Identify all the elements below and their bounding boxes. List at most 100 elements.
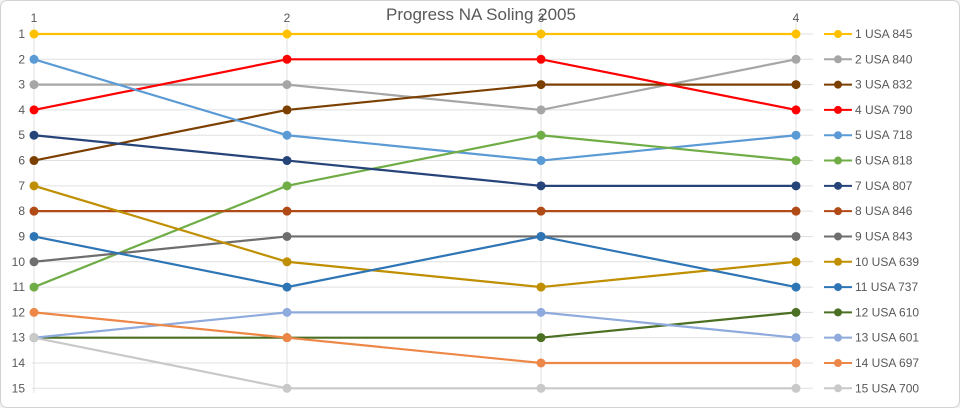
legend-swatch-marker [834, 30, 842, 38]
series-point [791, 282, 801, 292]
series-point [282, 29, 292, 39]
series-point [282, 282, 292, 292]
series-point [791, 80, 801, 90]
series-point [29, 29, 39, 39]
series-point [29, 257, 39, 267]
legend-item: 6 USA 818 [824, 154, 913, 168]
y-tick-label: 9 [18, 229, 25, 243]
series-line [33, 134, 797, 289]
series-point [282, 181, 292, 191]
series-point [791, 206, 801, 216]
series-point [536, 156, 546, 166]
series-point [29, 307, 39, 317]
legend-swatch-marker [834, 384, 842, 393]
series-point [536, 383, 546, 393]
legend-label: 12 USA 610 [855, 305, 919, 319]
legend-item: 5 USA 718 [824, 128, 913, 142]
series-point [536, 181, 546, 191]
series-point [282, 231, 292, 241]
series-point [536, 282, 546, 292]
series-point [536, 307, 546, 317]
x-tick-label: 1 [31, 11, 38, 25]
legend-item: 1 USA 845 [824, 27, 913, 41]
legend-swatch-marker [834, 283, 842, 292]
legend-item: 13 USA 601 [824, 331, 919, 345]
series-point [536, 206, 546, 216]
series-line [33, 311, 796, 365]
legend-swatch-marker [834, 358, 842, 367]
x-tick-label: 3 [538, 11, 545, 25]
series-point [536, 29, 546, 39]
series-point [282, 307, 292, 317]
series-point [29, 181, 39, 191]
legend-swatch-marker [834, 333, 842, 342]
legend-item: 4 USA 790 [824, 103, 913, 117]
legend-swatch-marker [834, 131, 842, 140]
y-tick-label: 13 [12, 331, 26, 345]
legend-label: 9 USA 843 [855, 229, 913, 243]
y-tick-label: 14 [12, 356, 26, 370]
legend-item: 3 USA 832 [824, 78, 913, 92]
legend-item: 14 USA 697 [824, 356, 919, 370]
series-point [29, 130, 39, 140]
y-tick-label: 10 [12, 255, 26, 269]
series-point [791, 383, 801, 393]
x-tick-label: 4 [793, 11, 800, 25]
series-point [536, 105, 546, 115]
series-point [536, 130, 546, 140]
series-point [791, 54, 801, 64]
legend-item: 11 USA 737 [824, 280, 918, 294]
y-tick-label: 7 [18, 179, 25, 193]
y-tick-label: 3 [18, 78, 25, 92]
legend-item: 7 USA 807 [824, 179, 913, 193]
legend-swatch-marker [834, 257, 842, 266]
legend-label: 14 USA 697 [855, 356, 919, 370]
series-point [791, 181, 801, 191]
series-point [282, 130, 292, 140]
series-point [536, 54, 546, 64]
y-tick-label: 11 [13, 280, 26, 294]
y-tick-label: 15 [12, 381, 26, 395]
series-point [536, 358, 546, 368]
y-tick-label: 8 [18, 204, 25, 218]
legend-item: 10 USA 639 [824, 255, 919, 269]
series-line [33, 134, 796, 187]
series-point [282, 383, 292, 393]
y-tick-label: 1 [18, 27, 25, 41]
series-line [33, 311, 797, 339]
series-point [282, 80, 292, 90]
legend-swatch-marker [834, 80, 842, 89]
series-point [791, 257, 801, 267]
legend-label: 2 USA 840 [855, 52, 913, 66]
series-point [282, 206, 292, 216]
y-tick-label: 6 [18, 154, 25, 168]
y-tick-label: 5 [18, 128, 25, 142]
series-point [791, 156, 801, 166]
series-point [791, 307, 801, 317]
series-line [33, 336, 796, 390]
series-point [29, 156, 39, 166]
series-point [29, 333, 39, 343]
series-line [34, 311, 797, 339]
legend-swatch-marker [834, 55, 842, 64]
series-point [282, 257, 292, 267]
legend-item: 9 USA 843 [824, 229, 913, 243]
series-point [29, 54, 39, 64]
series-line [33, 58, 797, 112]
legend-label: 1 USA 845 [855, 27, 913, 41]
series-point [791, 29, 801, 39]
legend-item: 8 USA 846 [824, 204, 913, 218]
x-tick-label: 2 [284, 11, 291, 25]
legend-label: 6 USA 818 [855, 154, 913, 168]
y-tick-label: 2 [18, 52, 25, 66]
legend-label: 13 USA 601 [855, 331, 919, 345]
series-point [29, 105, 39, 115]
legend-swatch-marker [834, 181, 842, 190]
legend-swatch-marker [834, 207, 842, 216]
series-point [791, 231, 801, 241]
series-point [282, 54, 292, 64]
series-line [33, 235, 797, 289]
legend-item: 2 USA 840 [824, 52, 913, 66]
legend-swatch-marker [834, 105, 842, 114]
